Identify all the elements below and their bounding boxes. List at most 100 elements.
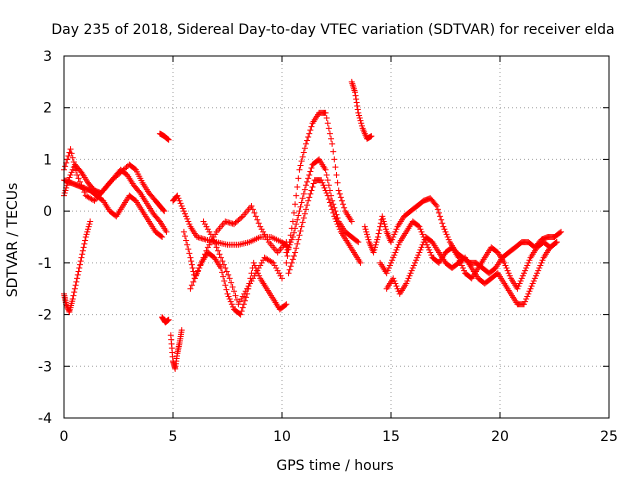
x-axis-label: GPS time / hours	[276, 458, 393, 474]
data-point	[323, 115, 330, 122]
data-point	[379, 213, 386, 220]
data-point	[337, 194, 344, 201]
data-point	[190, 278, 197, 285]
data-point	[70, 159, 77, 166]
data-point	[296, 166, 303, 173]
data-point	[376, 227, 383, 234]
data-point	[503, 265, 510, 272]
data-point	[340, 201, 347, 208]
data-point	[274, 267, 281, 274]
data-point	[514, 285, 521, 292]
data-point	[418, 244, 425, 251]
data-point	[299, 195, 306, 202]
y-tick-label: 0	[43, 204, 52, 220]
data-point	[294, 216, 301, 223]
data-point	[373, 239, 380, 246]
data-point	[289, 234, 296, 240]
data-point	[443, 231, 450, 238]
data-point	[305, 175, 312, 182]
data-point	[241, 297, 248, 304]
data-point	[185, 218, 192, 225]
data-point	[301, 145, 308, 152]
data-point	[273, 265, 280, 272]
data-point	[532, 272, 539, 279]
data-point	[295, 175, 302, 182]
data-point	[419, 241, 426, 248]
data-point	[215, 247, 222, 254]
data-point	[380, 218, 387, 225]
data-point	[406, 272, 413, 279]
data-point	[207, 231, 214, 238]
data-point	[276, 270, 283, 277]
data-point	[236, 215, 243, 222]
data-point	[193, 271, 200, 278]
data-point	[257, 262, 264, 269]
data-point	[301, 210, 308, 217]
data-point	[371, 246, 378, 253]
data-point	[84, 226, 91, 233]
data-point	[75, 268, 82, 275]
data-point	[229, 283, 236, 290]
data-point	[383, 270, 390, 277]
data-point	[298, 158, 305, 165]
data-point	[391, 231, 398, 238]
data-point	[285, 270, 292, 277]
data-point	[180, 208, 187, 215]
data-point	[297, 227, 304, 234]
data-point	[243, 294, 250, 301]
data-point	[236, 298, 243, 305]
data-point	[160, 207, 167, 214]
data-point	[77, 168, 84, 175]
data-point	[222, 282, 229, 289]
data-point	[188, 282, 195, 289]
data-point	[307, 190, 314, 197]
data-point	[79, 247, 86, 254]
data-point	[78, 254, 85, 261]
data-point	[522, 267, 529, 274]
data-point	[295, 236, 302, 243]
data-point	[306, 130, 313, 137]
series-track-12	[283, 109, 355, 266]
data-point	[180, 228, 187, 235]
data-point	[289, 256, 296, 263]
data-point	[520, 301, 527, 308]
data-point	[136, 188, 143, 195]
series-track-6	[159, 314, 172, 326]
data-point	[80, 244, 87, 251]
data-point	[254, 267, 261, 274]
data-point	[427, 249, 434, 256]
data-point	[300, 190, 307, 197]
data-point	[294, 184, 301, 191]
data-point	[523, 265, 530, 272]
data-point	[335, 187, 342, 194]
y-tick-label: 1	[43, 152, 52, 168]
data-point	[336, 190, 343, 197]
data-point	[374, 236, 381, 243]
data-point	[258, 259, 265, 266]
data-point	[264, 236, 271, 243]
data-point	[392, 280, 399, 287]
data-point	[83, 231, 90, 238]
data-point	[74, 171, 81, 178]
data-point	[362, 226, 369, 233]
data-point	[74, 271, 81, 278]
data-point	[536, 265, 543, 272]
data-point	[177, 200, 184, 207]
data-point	[186, 250, 193, 257]
data-point	[388, 259, 394, 266]
data-point	[334, 221, 341, 228]
data-point	[318, 177, 325, 184]
data-point	[418, 228, 425, 235]
data-point	[293, 245, 300, 252]
x-tick-label: 0	[60, 429, 69, 445]
data-point	[277, 272, 284, 279]
data-point	[413, 257, 420, 264]
data-point	[209, 234, 216, 240]
data-point	[237, 311, 244, 318]
data-point	[189, 265, 196, 272]
data-point	[385, 265, 392, 272]
data-point	[71, 285, 78, 292]
data-point	[65, 152, 72, 159]
y-tick-label: 3	[43, 49, 52, 65]
data-point	[528, 283, 535, 290]
